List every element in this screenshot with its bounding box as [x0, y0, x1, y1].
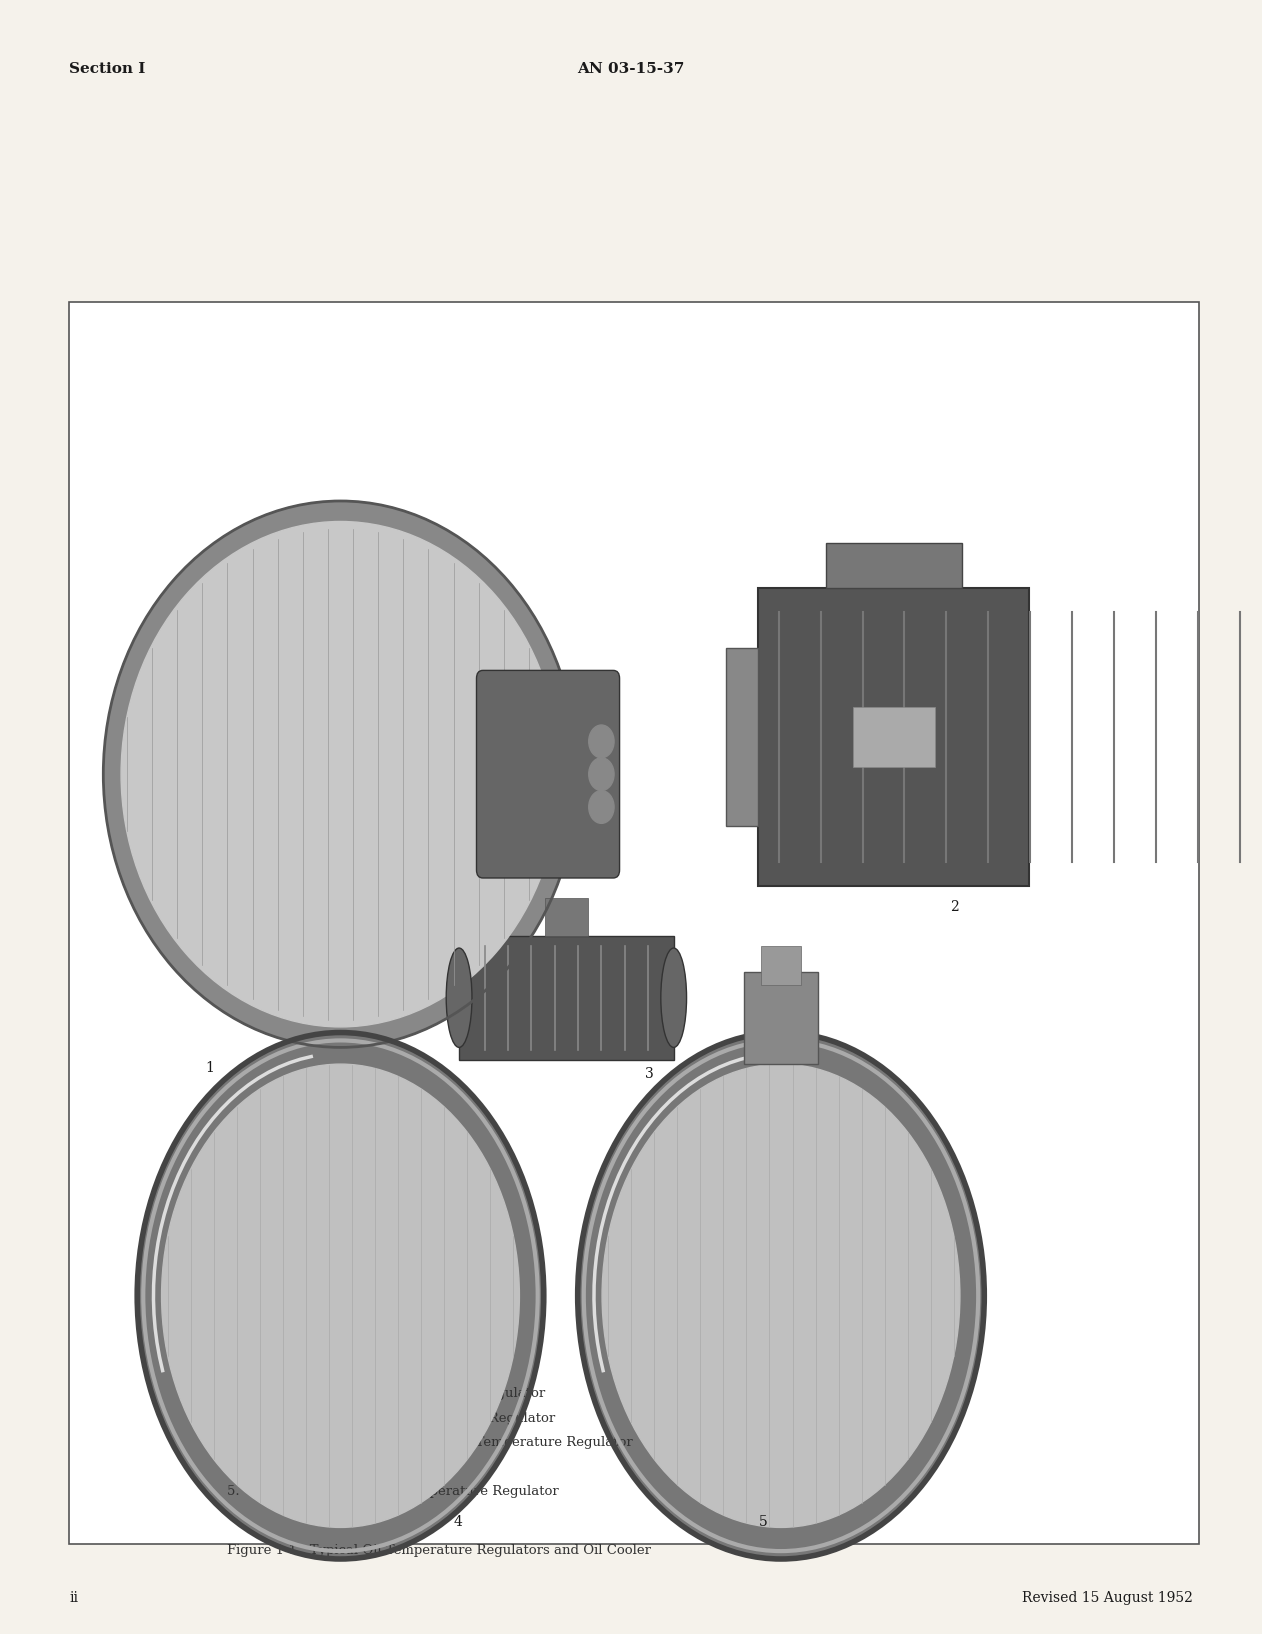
- Bar: [459, 936, 674, 1060]
- Text: ii: ii: [69, 1590, 78, 1605]
- Circle shape: [589, 758, 615, 791]
- Bar: [758, 588, 1030, 886]
- Circle shape: [138, 1033, 544, 1559]
- Text: 5.  Typical Cylindrical Oil Temperature Regulator: 5. Typical Cylindrical Oil Temperature R…: [227, 1485, 559, 1498]
- Text: Section I: Section I: [69, 62, 146, 77]
- Bar: [827, 542, 962, 588]
- Bar: [853, 708, 935, 766]
- Text: 2: 2: [950, 900, 959, 913]
- Ellipse shape: [121, 521, 560, 1026]
- Text: 3.  Typical Jet Engine Cylindrical Oil Temperature Regulator: 3. Typical Jet Engine Cylindrical Oil Te…: [227, 1436, 634, 1449]
- Bar: [69, 302, 1199, 1544]
- Circle shape: [602, 1064, 960, 1528]
- Bar: [761, 946, 801, 985]
- Text: Figure 1-1.  Typical Oil Temperature Regulators and Oil Cooler: Figure 1-1. Typical Oil Temperature Regu…: [227, 1544, 651, 1557]
- Text: Revised 15 August 1952: Revised 15 August 1952: [1022, 1590, 1193, 1605]
- Circle shape: [589, 791, 615, 824]
- Circle shape: [578, 1033, 984, 1559]
- Text: 2.  Typical Jet Engine Oil Temperature Regulator: 2. Typical Jet Engine Oil Temperature Re…: [227, 1412, 555, 1425]
- Text: 4.  Typical Oil Cooler: 4. Typical Oil Cooler: [227, 1461, 369, 1474]
- Text: AN 03-15-37: AN 03-15-37: [577, 62, 685, 77]
- Ellipse shape: [447, 948, 472, 1047]
- Bar: [745, 972, 818, 1064]
- Text: 1.  Typical Elliptical Oil Temperature Regulator: 1. Typical Elliptical Oil Temperature Re…: [227, 1387, 545, 1400]
- Ellipse shape: [103, 502, 578, 1047]
- Circle shape: [589, 725, 615, 758]
- Text: 5: 5: [758, 1515, 767, 1528]
- Ellipse shape: [661, 948, 687, 1047]
- Text: 3: 3: [645, 1067, 654, 1082]
- Circle shape: [162, 1064, 520, 1528]
- FancyBboxPatch shape: [477, 670, 620, 877]
- Text: 4: 4: [453, 1515, 462, 1528]
- Bar: [545, 899, 588, 936]
- Bar: [726, 647, 758, 827]
- Text: 1: 1: [204, 1060, 213, 1075]
